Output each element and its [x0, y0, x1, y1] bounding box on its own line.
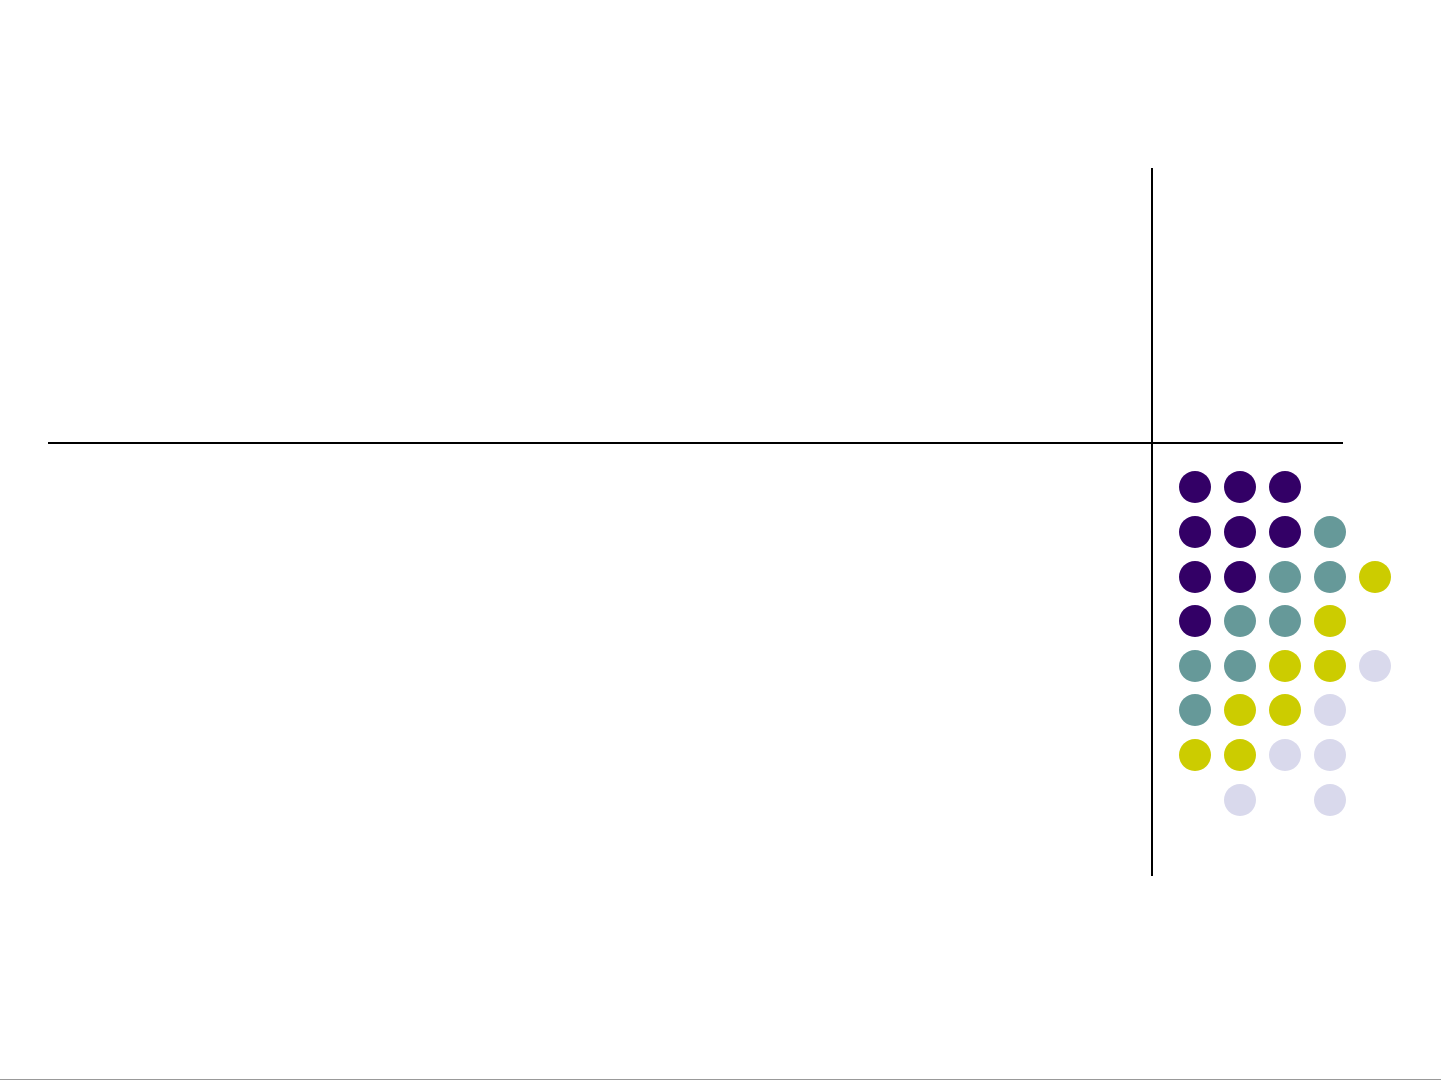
decorative-dot	[1179, 471, 1211, 503]
decorative-dot	[1224, 605, 1256, 637]
decorative-dot	[1179, 516, 1211, 548]
decorative-dot	[1314, 694, 1346, 726]
decorative-dot	[1269, 694, 1301, 726]
decorative-dot	[1269, 650, 1301, 682]
decorative-dot	[1359, 650, 1391, 682]
decorative-dot	[1269, 561, 1301, 593]
decorative-dot	[1314, 605, 1346, 637]
decorative-dot	[1269, 605, 1301, 637]
decorative-dot	[1269, 516, 1301, 548]
decorative-dot	[1224, 650, 1256, 682]
decorative-dot	[1359, 561, 1391, 593]
decorative-dot	[1314, 739, 1346, 771]
decorative-dot	[1179, 739, 1211, 771]
decorative-dot	[1179, 605, 1211, 637]
decorative-dot	[1224, 516, 1256, 548]
decorative-dot	[1179, 650, 1211, 682]
decorative-dot	[1269, 739, 1301, 771]
decorative-dot	[1314, 784, 1346, 816]
decorative-dot	[1224, 784, 1256, 816]
decorative-dot	[1269, 471, 1301, 503]
decorative-dot	[1224, 471, 1256, 503]
decorative-dot	[1179, 561, 1211, 593]
decorative-dot	[1314, 561, 1346, 593]
dot-decoration	[1179, 471, 1391, 816]
decorative-dot	[1314, 650, 1346, 682]
decorative-dot	[1224, 561, 1256, 593]
decorative-dot	[1224, 739, 1256, 771]
decorative-dot	[1179, 694, 1211, 726]
decorative-dot	[1314, 516, 1346, 548]
decorative-dot	[1224, 694, 1256, 726]
